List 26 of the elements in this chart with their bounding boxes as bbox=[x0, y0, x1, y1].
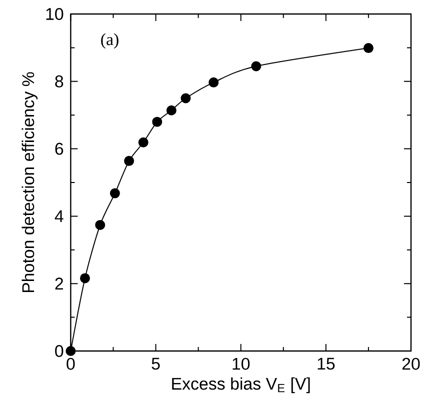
x-tick-label: 15 bbox=[318, 358, 335, 370]
y-tick-label: 10 bbox=[46, 8, 64, 20]
annotation: (a) bbox=[101, 33, 118, 49]
y-tick-label: 0 bbox=[55, 345, 64, 357]
x-tick-label: 10 bbox=[232, 358, 250, 370]
y-tick-label: 8 bbox=[55, 75, 64, 88]
point bbox=[80, 273, 90, 284]
x-tick-label: 20 bbox=[402, 358, 420, 370]
point bbox=[363, 43, 374, 54]
point bbox=[95, 220, 106, 230]
point bbox=[124, 156, 134, 166]
point bbox=[152, 116, 162, 127]
y-tick-label: 4 bbox=[54, 210, 64, 222]
point bbox=[208, 77, 219, 88]
y-tick-label: 2 bbox=[55, 278, 63, 290]
point bbox=[166, 105, 176, 116]
y-axis-title: Photon detection efficiency % bbox=[22, 72, 38, 292]
point bbox=[66, 346, 76, 356]
point bbox=[251, 61, 262, 72]
point bbox=[138, 137, 148, 148]
point bbox=[110, 188, 120, 198]
x-axis-title: Excess bias V$_{E}$ [V] bbox=[172, 377, 310, 394]
x-tick-label: 5 bbox=[152, 358, 160, 370]
point bbox=[180, 93, 191, 104]
y-tick-label: 6 bbox=[55, 142, 64, 155]
x-tick-label: 0 bbox=[66, 358, 75, 370]
